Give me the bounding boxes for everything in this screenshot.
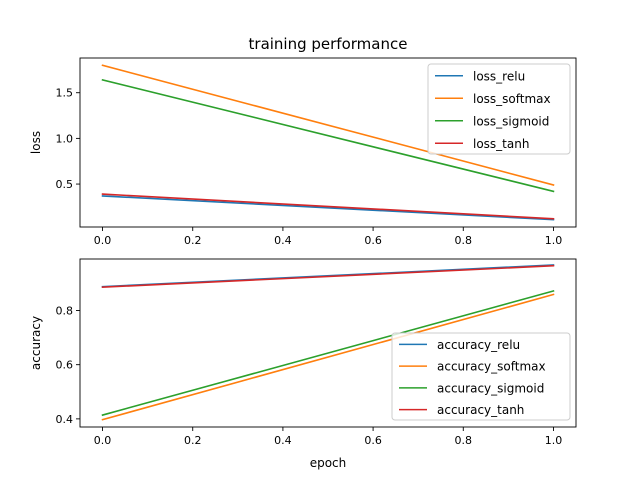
figure-title: training performance bbox=[249, 35, 408, 53]
accuracy-legend-label-sigmoid: accuracy_sigmoid bbox=[437, 381, 544, 395]
accuracy-panel: 0.0 0.2 0.4 0.6 0.8 1.0 0.4 0.6 0.8 accuracy epoch… bbox=[29, 258, 577, 470]
accuracy-legend-label-tanh: accuracy_tanh bbox=[437, 403, 524, 417]
accuracy-legend-label-relu: accuracy_relu bbox=[437, 338, 520, 352]
accuracy-legend-box bbox=[391, 332, 571, 421]
loss-axes-frame bbox=[79, 57, 577, 228]
accuracy-y-tick-label: 0.4 bbox=[56, 413, 74, 426]
accuracy-axes-frame bbox=[79, 258, 577, 428]
loss-series-line-tanh bbox=[101, 193, 555, 220]
loss-y-tick-label: 1.0 bbox=[56, 132, 74, 145]
loss-series-line-sigmoid bbox=[101, 78, 555, 193]
loss-series-line-relu bbox=[101, 195, 555, 221]
loss-x-tick-label: 1.0 bbox=[545, 234, 563, 247]
loss-legend-label-sigmoid: loss_sigmoid bbox=[473, 114, 549, 128]
loss-legend-box bbox=[427, 63, 571, 155]
accuracy-legend-label-softmax: accuracy_softmax bbox=[437, 360, 546, 374]
loss-panel: 0.0 0.2 0.4 0.6 0.8 1.0 0.5 1.0 1.5 loss loss_relu… bbox=[29, 57, 577, 247]
accuracy-x-tick-label: 1.0 bbox=[545, 434, 563, 447]
accuracy-series-line-tanh bbox=[101, 264, 555, 289]
loss-x-tick-label: 0.8 bbox=[455, 234, 473, 247]
accuracy-y-tick-label: 0.8 bbox=[56, 304, 74, 317]
accuracy-x-tick-label: 0.6 bbox=[364, 434, 382, 447]
loss-x-tick-label: 0.2 bbox=[184, 234, 202, 247]
loss-legend-label-softmax: loss_softmax bbox=[473, 92, 551, 106]
accuracy-y-tick-label: 0.6 bbox=[56, 359, 74, 372]
accuracy-x-tick-label: 0.2 bbox=[184, 434, 202, 447]
loss-x-tick-label: 0.4 bbox=[274, 234, 292, 247]
accuracy-x-axis-label: epoch bbox=[310, 456, 347, 470]
loss-y-tick-label: 1.5 bbox=[56, 87, 74, 100]
loss-legend-label-relu: loss_relu bbox=[473, 69, 525, 83]
loss-x-tick-label: 0.0 bbox=[94, 234, 112, 247]
loss-x-tick-label: 0.6 bbox=[364, 234, 382, 247]
accuracy-x-tick-label: 0.0 bbox=[94, 434, 112, 447]
loss-legend-label-tanh: loss_tanh bbox=[473, 137, 529, 151]
loss-series-line-softmax bbox=[101, 64, 555, 186]
accuracy-series-line-sigmoid bbox=[101, 289, 555, 417]
accuracy-x-tick-label: 0.8 bbox=[455, 434, 473, 447]
loss-y-axis-label: loss bbox=[29, 131, 43, 154]
loss-y-tick-label: 0.5 bbox=[56, 178, 74, 191]
accuracy-y-axis-label: accuracy bbox=[29, 316, 43, 370]
accuracy-x-tick-label: 0.4 bbox=[274, 434, 292, 447]
accuracy-series-line-softmax bbox=[101, 293, 555, 421]
